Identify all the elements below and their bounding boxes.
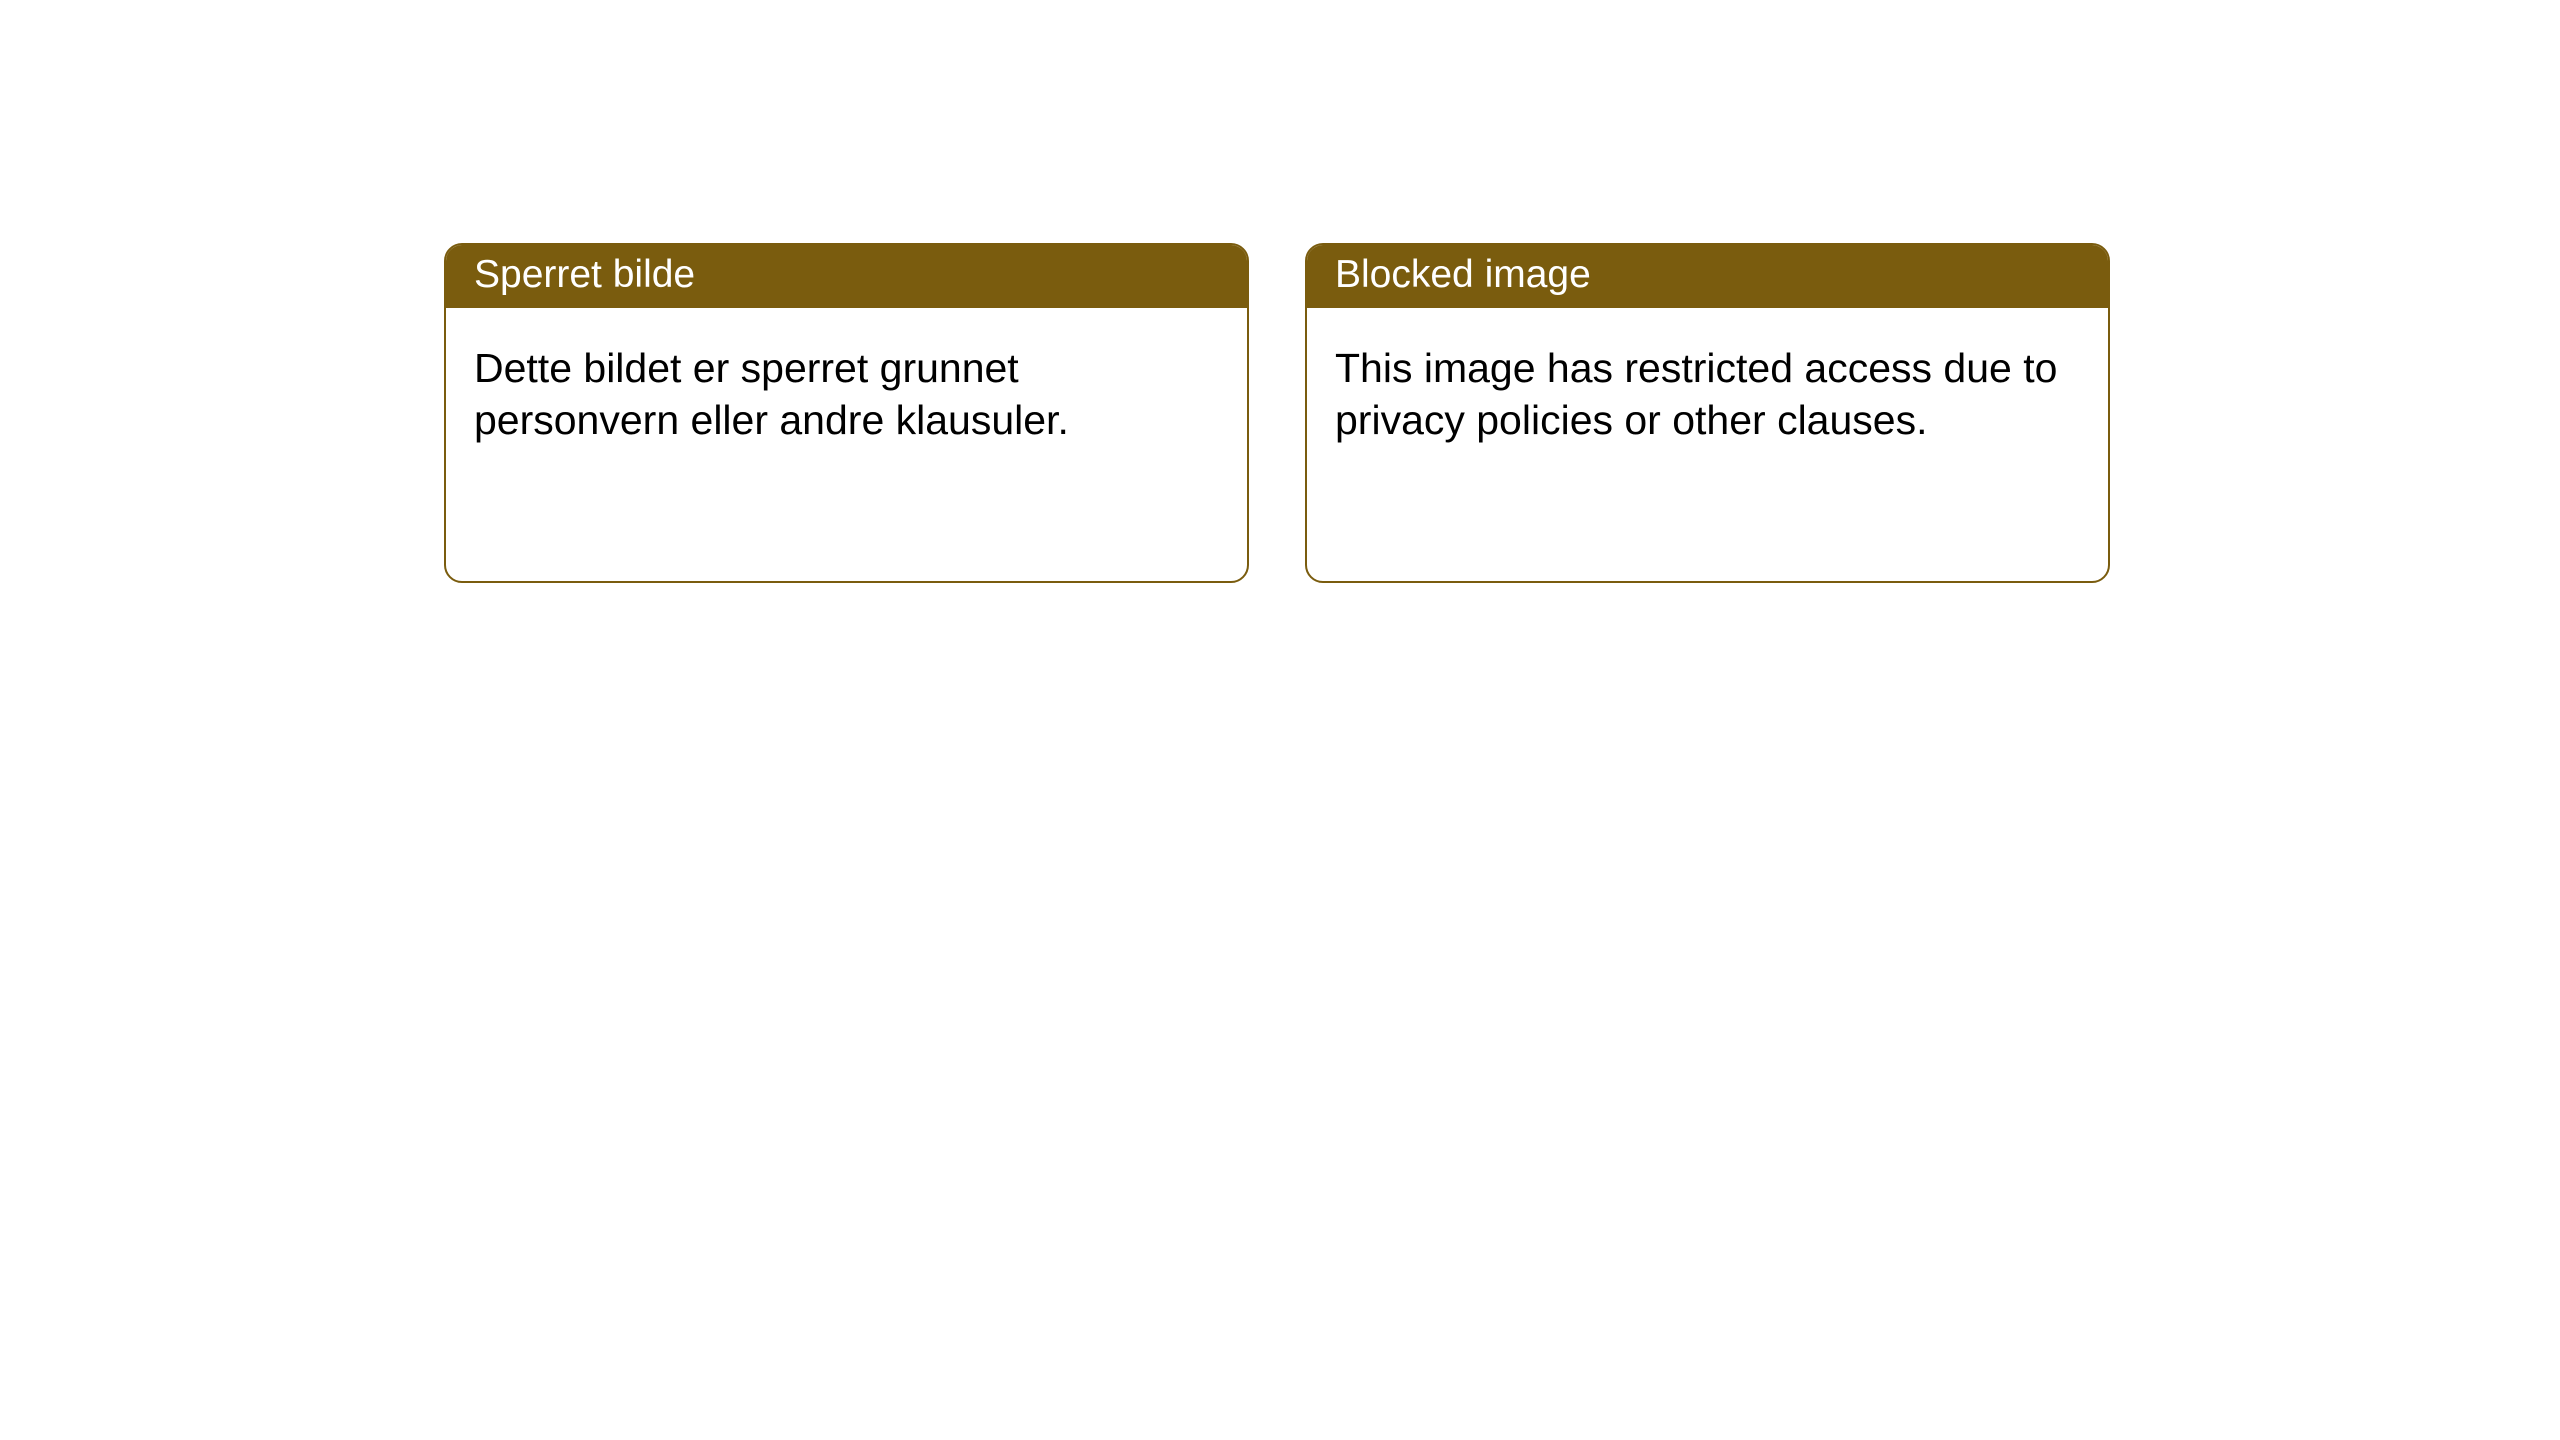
card-body-en: This image has restricted access due to … [1307, 308, 2108, 474]
blocked-image-card-no: Sperret bilde Dette bildet er sperret gr… [444, 243, 1249, 583]
notice-card-row: Sperret bilde Dette bildet er sperret gr… [444, 243, 2110, 583]
card-body-no: Dette bildet er sperret grunnet personve… [446, 308, 1247, 474]
blocked-image-card-en: Blocked image This image has restricted … [1305, 243, 2110, 583]
card-title-en: Blocked image [1307, 245, 2108, 308]
card-title-no: Sperret bilde [446, 245, 1247, 308]
